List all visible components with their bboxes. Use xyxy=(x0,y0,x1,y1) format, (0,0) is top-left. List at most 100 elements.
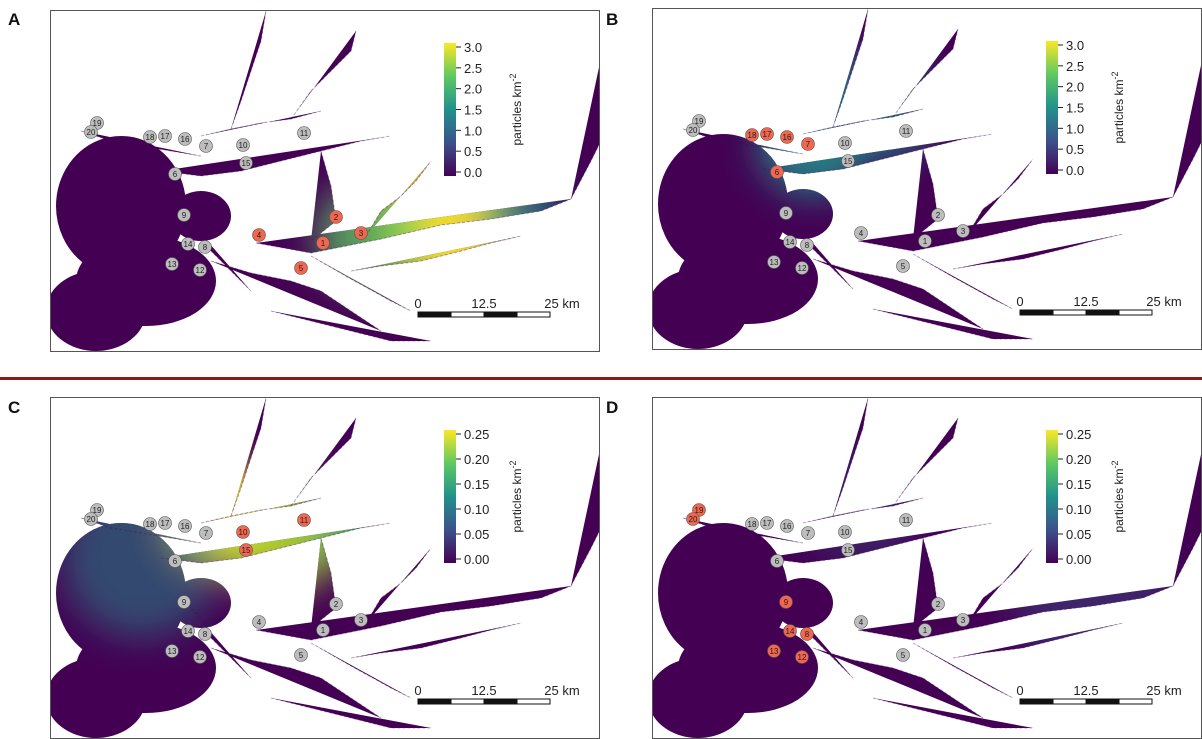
svg-text:19: 19 xyxy=(93,119,102,128)
colorbar-tick: 2.5 xyxy=(1066,59,1084,74)
svg-text:18: 18 xyxy=(146,520,155,529)
svg-text:10: 10 xyxy=(239,141,248,150)
channel-midarm xyxy=(912,537,939,629)
svg-text:20: 20 xyxy=(689,126,698,135)
colorbar-tick: 0.25 xyxy=(464,427,489,442)
channel-north2 xyxy=(230,11,267,130)
map-panel-b: 1 2 3 4 5 6 7 8 9 10 11 12 13 14 15 16 17 18 19 20 3.0 2.5 2.0… xyxy=(652,8,1202,350)
water-layer xyxy=(51,398,599,738)
channel-southfj xyxy=(350,235,522,272)
channel-northb xyxy=(290,30,357,120)
svg-text:18: 18 xyxy=(748,520,757,529)
channel-north2 xyxy=(230,398,267,517)
station-marker-7: 7 xyxy=(199,139,213,153)
station-marker-7: 7 xyxy=(199,526,213,540)
station-marker-8: 8 xyxy=(198,627,212,641)
colorbar-tick: 2.0 xyxy=(1066,80,1084,95)
svg-text:17: 17 xyxy=(161,132,170,141)
colorbar-title: particles km-2 xyxy=(1110,460,1126,532)
scale-label: 25 km xyxy=(544,683,579,698)
station-marker-6: 6 xyxy=(168,167,182,181)
svg-text:11: 11 xyxy=(300,516,309,525)
station-marker-18: 18 xyxy=(745,517,759,531)
station-marker-3: 3 xyxy=(956,613,970,627)
channel-northb xyxy=(290,417,357,507)
station-marker-3: 3 xyxy=(354,226,368,240)
station-marker-16: 16 xyxy=(178,519,192,533)
colorbar-tick: 3.0 xyxy=(464,40,482,55)
colorbar: 3.0 2.5 2.0 1.5 1.0 0.5 0.0 particles km-2 xyxy=(1046,38,1126,178)
station-marker-5: 5 xyxy=(294,261,308,275)
channel-main xyxy=(255,198,572,254)
station-marker-5: 5 xyxy=(896,259,910,273)
colorbar-tick: 3.0 xyxy=(1066,38,1084,53)
channel-southcoast xyxy=(872,697,1033,729)
station-marker-9: 9 xyxy=(779,206,793,220)
station-marker-9: 9 xyxy=(177,595,191,609)
svg-text:16: 16 xyxy=(783,133,792,142)
station-marker-13: 13 xyxy=(767,644,781,658)
svg-text:17: 17 xyxy=(763,519,772,528)
svg-text:5: 5 xyxy=(901,262,906,271)
colorbar-tick: 0.0 xyxy=(1066,163,1084,178)
station-marker-4: 4 xyxy=(252,228,266,242)
station-marker-10: 10 xyxy=(236,525,250,539)
station-marker-18: 18 xyxy=(143,517,157,531)
station-marker-17: 17 xyxy=(158,516,172,530)
station-marker-12: 12 xyxy=(795,261,809,275)
channel-west xyxy=(682,128,804,155)
station-marker-10: 10 xyxy=(236,138,250,152)
svg-text:13: 13 xyxy=(168,260,177,269)
station-marker-16: 16 xyxy=(780,130,794,144)
channel-west xyxy=(80,517,202,544)
svg-text:6: 6 xyxy=(775,557,780,566)
svg-text:15: 15 xyxy=(844,546,853,555)
svg-text:1: 1 xyxy=(923,237,928,246)
svg-text:10: 10 xyxy=(841,528,850,537)
svg-text:3: 3 xyxy=(961,227,966,236)
channel-main xyxy=(857,585,1174,641)
svg-text:9: 9 xyxy=(784,209,789,218)
svg-text:20: 20 xyxy=(87,515,96,524)
svg-text:3: 3 xyxy=(961,616,966,625)
channel-westS xyxy=(782,208,854,290)
channel-midarm xyxy=(912,148,939,240)
colorbar-tick: 0.00 xyxy=(464,552,489,567)
scale-label: 12.5 xyxy=(1073,683,1098,698)
svg-text:6: 6 xyxy=(775,168,780,177)
colorbar-tick: 0.0 xyxy=(464,165,482,180)
station-marker-11: 11 xyxy=(899,124,913,138)
station-marker-17: 17 xyxy=(760,127,774,141)
station-marker-1: 1 xyxy=(316,236,330,250)
svg-text:16: 16 xyxy=(181,135,190,144)
station-marker-11: 11 xyxy=(899,513,913,527)
svg-text:14: 14 xyxy=(786,627,795,636)
svg-text:15: 15 xyxy=(242,546,251,555)
station-marker-12: 12 xyxy=(193,263,207,277)
svg-text:8: 8 xyxy=(203,243,208,252)
svg-text:2: 2 xyxy=(936,600,941,609)
station-marker-7: 7 xyxy=(801,526,815,540)
svg-text:5: 5 xyxy=(299,264,304,273)
station-marker-10: 10 xyxy=(838,525,852,539)
colorbar-tick: 0.15 xyxy=(464,477,489,492)
station-marker-12: 12 xyxy=(193,650,207,664)
station-marker-20: 20 xyxy=(84,125,98,139)
svg-text:10: 10 xyxy=(841,139,850,148)
svg-text:16: 16 xyxy=(783,522,792,531)
svg-text:15: 15 xyxy=(844,157,853,166)
svg-text:12: 12 xyxy=(798,653,807,662)
colorbar-tick: 1.0 xyxy=(1066,121,1084,136)
svg-text:11: 11 xyxy=(902,127,911,136)
channel-north1 xyxy=(200,110,322,137)
station-marker-11: 11 xyxy=(297,513,311,527)
station-marker-4: 4 xyxy=(252,615,266,629)
station-marker-5: 5 xyxy=(896,648,910,662)
channel-sw xyxy=(812,647,984,719)
channel-northb xyxy=(892,417,959,507)
channel-mid xyxy=(160,135,392,177)
colorbar-tick: 0.20 xyxy=(464,452,489,467)
svg-text:14: 14 xyxy=(786,238,795,247)
station-marker-1: 1 xyxy=(918,234,932,248)
scale-label: 25 km xyxy=(1146,294,1181,309)
